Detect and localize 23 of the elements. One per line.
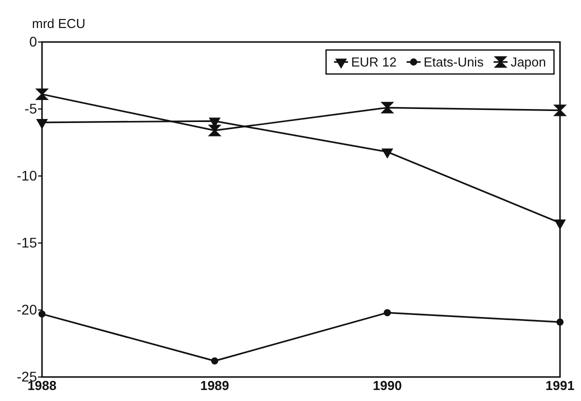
point (554, 104, 566, 116)
point (36, 88, 48, 100)
x-tick-label: 1990 (372, 378, 402, 393)
point (381, 148, 394, 159)
legend-label: Japon (510, 54, 546, 70)
y-tick-label: 0 (29, 33, 38, 50)
point (556, 318, 564, 326)
y-tick-label: -10 (16, 167, 38, 184)
x-tick-label: 1991 (546, 378, 574, 393)
x-tick-label: 1989 (200, 378, 230, 393)
y-tick-label: -20 (16, 301, 38, 318)
legend-label: Etats-Unis (424, 54, 484, 70)
y-tick-label: -5 (24, 100, 38, 116)
point (382, 102, 394, 114)
point (38, 310, 46, 318)
point (211, 357, 218, 364)
point (208, 124, 220, 136)
legend-label: EUR 12 (351, 54, 397, 70)
point (384, 309, 391, 316)
y-axis-title: mrd ECU (32, 16, 86, 31)
point (554, 220, 566, 230)
y-tick-label: -15 (16, 234, 38, 250)
point (36, 119, 48, 130)
